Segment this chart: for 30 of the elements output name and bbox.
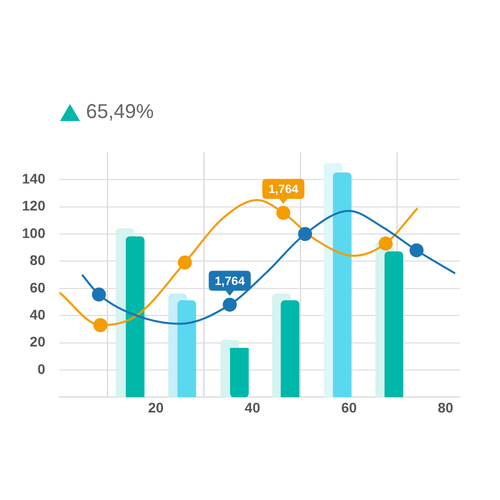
- point: [378, 236, 393, 251]
- y-tick-label: 80: [30, 252, 46, 268]
- point: [276, 206, 290, 220]
- bar: [230, 348, 249, 398]
- bar: [126, 236, 144, 398]
- bar: [332, 172, 352, 398]
- y-tick-label: 60: [30, 279, 46, 296]
- y-tick-label: 0: [38, 360, 46, 377]
- y-tick-label: 120: [22, 198, 46, 214]
- y-tick-label: 40: [30, 306, 46, 322]
- point: [298, 227, 312, 241]
- point: [92, 288, 106, 302]
- line-series: [81, 210, 456, 325]
- y-tick-label: 100: [22, 224, 46, 241]
- bar: [177, 300, 196, 398]
- x-tick-label: 40: [244, 399, 260, 416]
- annotation: 1,764: [214, 274, 246, 288]
- point: [222, 298, 237, 312]
- point: [410, 243, 424, 258]
- y-tick-label: 140: [22, 170, 46, 186]
- point: [178, 256, 192, 270]
- point: [93, 318, 108, 332]
- bar: [384, 251, 404, 398]
- x-tick-label: 60: [341, 399, 357, 416]
- annotation: 1,764: [268, 182, 299, 196]
- bar: [280, 300, 300, 398]
- x-tick-label: 80: [438, 399, 454, 416]
- chart-title: 65,49%: [86, 100, 154, 124]
- x-tick-label: 20: [148, 399, 164, 416]
- y-tick-label: 20: [30, 334, 46, 350]
